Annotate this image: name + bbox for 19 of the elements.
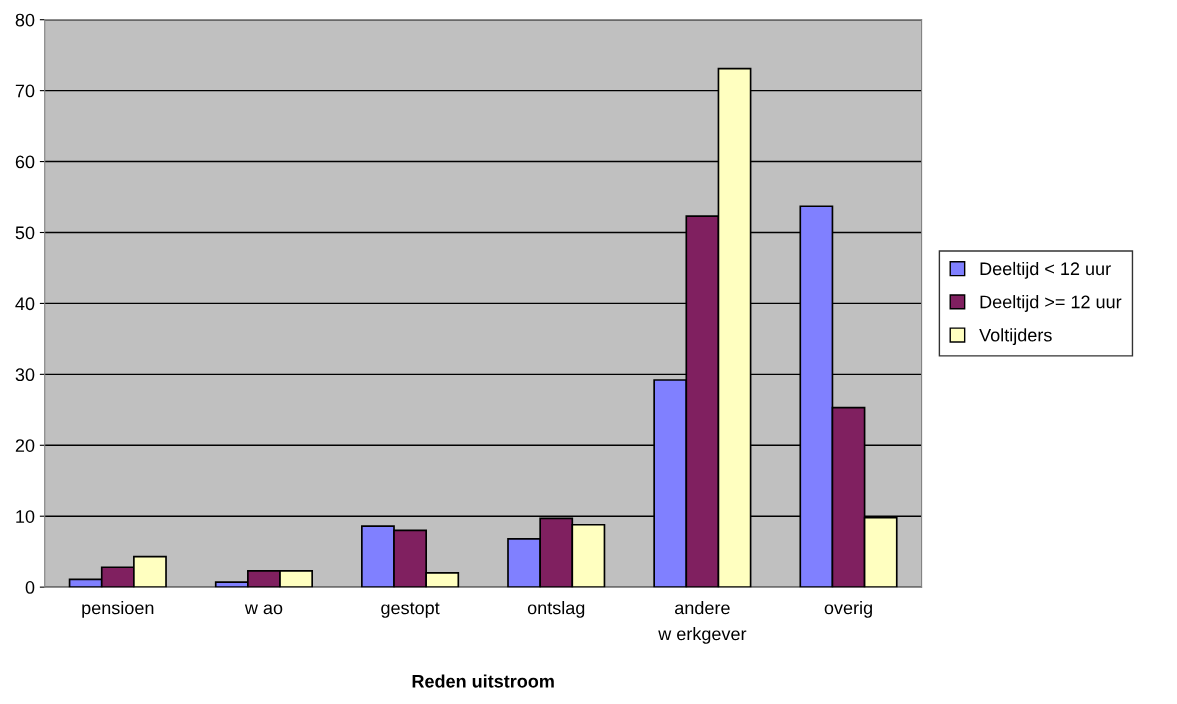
- y-tick-label: 80: [15, 13, 35, 27]
- y-tick-label: 40: [15, 297, 35, 311]
- x-tick-label: pensioen: [82, 601, 154, 618]
- legend-label: Deeltijd >= 12 uur: [980, 295, 1122, 312]
- x-tick-label: ontslag: [527, 601, 585, 618]
- y-tick-label: 60: [15, 155, 35, 169]
- x-tick-label: w ao: [244, 604, 283, 615]
- y-tick-label: 30: [15, 368, 35, 382]
- legend-label: Deeltijd < 12 uur: [980, 261, 1111, 279]
- x-tick-label: andere w erkgever: [658, 601, 747, 644]
- x-tick-label: overig: [824, 601, 872, 618]
- legend-label: Voltijders: [979, 328, 1052, 346]
- x-tick-label: gestopt: [381, 602, 440, 618]
- y-tick-label: 50: [15, 226, 35, 240]
- y-tick-label: 0: [25, 581, 35, 594]
- y-tick-label: 20: [15, 439, 35, 452]
- x-axis-title: Reden uitstroom: [412, 674, 554, 688]
- y-tick-label: 10: [16, 510, 35, 523]
- y-tick-label: 70: [15, 84, 35, 98]
